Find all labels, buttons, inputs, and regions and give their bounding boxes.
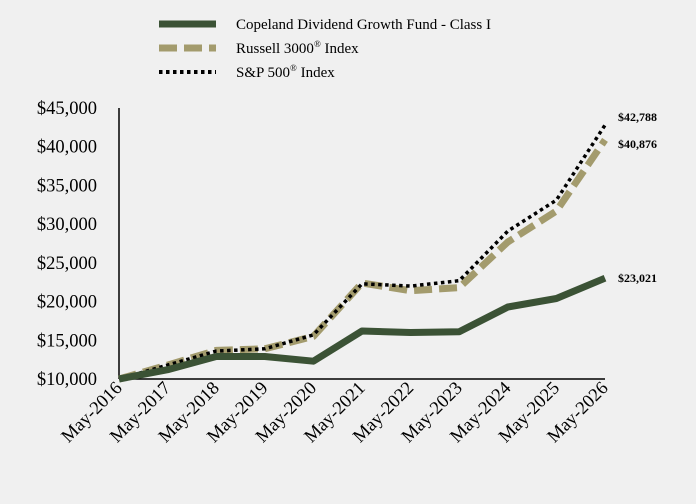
legend-label: Copeland Dividend Growth Fund - Class I (236, 17, 491, 33)
end-value-label: $42,788 (618, 110, 657, 124)
y-tick-label: $20,000 (37, 293, 97, 313)
axes: $10,000 $15,000 $20,000 $25,000 $30,000 $35,0… (37, 99, 613, 447)
y-tick-label: $30,000 (37, 215, 97, 235)
y-tick-label: $15,000 (37, 331, 97, 351)
y-tick-label: $45,000 (37, 99, 97, 119)
y-tick-label: $40,000 (37, 138, 97, 158)
end-value-label: $23,021 (618, 271, 657, 285)
y-tick-label: $25,000 (37, 254, 97, 274)
legend: Copeland Dividend Growth Fund - Class I R… (159, 17, 491, 81)
series-lines (118, 124, 608, 383)
end-value-label: $40,876 (618, 137, 657, 151)
y-tick-label: $35,000 (37, 176, 97, 196)
legend-label: Russell 3000® Index (236, 39, 359, 57)
y-tick-label: $10,000 (37, 370, 97, 390)
end-labels: $23,021 $40,876 $42,788 (618, 110, 657, 285)
series-line-0 (118, 274, 607, 383)
legend-label: S&P 500® Index (236, 63, 335, 81)
series-line-2 (118, 124, 607, 381)
series-line-1 (118, 137, 608, 383)
